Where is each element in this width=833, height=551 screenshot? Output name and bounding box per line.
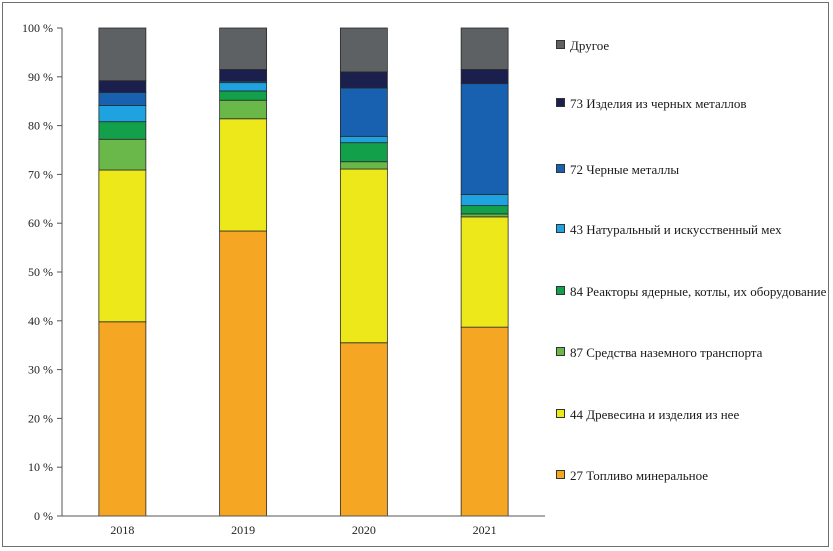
legend-label: 72 Черные металлы — [570, 162, 680, 177]
bar-segment — [339, 71, 388, 89]
legend-item: 72 Черные металлы — [556, 161, 832, 178]
bar-segment — [460, 205, 509, 215]
y-tick-label: 20 % — [28, 411, 53, 425]
y-tick-label: 30 % — [28, 363, 53, 377]
bar-segment — [98, 105, 147, 123]
bar-segment — [460, 194, 509, 207]
bar-segment — [219, 90, 268, 101]
legend-label: Другое — [570, 38, 610, 53]
bar-segment — [219, 118, 268, 232]
y-tick-label: 80 % — [28, 119, 53, 133]
bar-2021 — [460, 27, 509, 517]
bar-2019 — [219, 27, 268, 517]
bar-segment — [460, 27, 509, 70]
y-tick-label: 70 % — [28, 167, 53, 181]
x-tick-label: 2020 — [352, 523, 376, 537]
legend-item: 73 Изделия из черных металлов — [556, 95, 832, 112]
bar-segment — [339, 87, 388, 137]
legend-swatch — [556, 286, 565, 295]
bar-segment — [460, 83, 509, 195]
legend-label: 84 Реакторы ядерные, котлы, их оборудова… — [570, 284, 827, 299]
bar-segment — [339, 135, 388, 144]
bar-segment — [98, 321, 147, 517]
x-tick-label: 2018 — [110, 523, 134, 537]
legend-item: 87 Средства наземного транспорта — [556, 344, 832, 361]
bar-segment — [98, 169, 147, 323]
bar-segment — [460, 216, 509, 328]
legend-swatch — [556, 98, 565, 107]
legend-label: 43 Натуральный и искусственный мех — [570, 222, 782, 237]
legend: Другое 73 Изделия из черных металлов 72 Че… — [556, 0, 831, 551]
bar-2020 — [339, 27, 388, 517]
bar-segment — [98, 92, 147, 106]
y-axis: 0 % 10 % 20 % 30 % 40 % 50 % 60 % 70 % 80 % 90 % 1… — [22, 21, 63, 523]
bar-segment — [98, 138, 147, 171]
bar-segment — [219, 27, 268, 70]
legend-item: Другое — [556, 37, 832, 54]
y-tick-label: 60 % — [28, 216, 53, 230]
legend-swatch — [556, 470, 565, 479]
bar-segment — [219, 82, 268, 92]
y-tick-label: 90 % — [28, 70, 53, 84]
y-tick-label: 10 % — [28, 460, 53, 474]
legend-swatch — [556, 164, 565, 173]
legend-item: 44 Древесина и изделия из нее — [556, 406, 832, 423]
legend-label: 44 Древесина и изделия из нее — [570, 407, 740, 422]
bar-segment — [219, 99, 268, 120]
legend-label: 27 Топливо минеральное — [570, 468, 709, 483]
bar-segment — [98, 27, 147, 82]
bar-segment — [339, 161, 388, 170]
x-axis: 2018 2019 2020 2021 — [62, 515, 545, 537]
legend-label: 73 Изделия из черных металлов — [570, 96, 747, 111]
bar-segment — [219, 230, 268, 517]
legend-swatch — [556, 224, 565, 233]
bar-segment — [339, 168, 388, 344]
legend-swatch — [556, 409, 565, 418]
y-tick-label: 0 % — [34, 509, 53, 523]
legend-label: 87 Средства наземного транспорта — [570, 345, 763, 360]
y-tick-label: 50 % — [28, 265, 53, 279]
bar-segment — [98, 80, 147, 93]
bar-segment — [339, 27, 388, 73]
bar-segment — [460, 69, 509, 85]
bar-segment — [339, 142, 388, 163]
legend-swatch — [556, 347, 565, 356]
legend-item: 27 Топливо минеральное — [556, 467, 832, 484]
bar-segment — [460, 213, 509, 218]
x-tick-label: 2019 — [231, 523, 255, 537]
bar-segment — [98, 121, 147, 140]
bar-segment — [339, 342, 388, 517]
bar-segment — [460, 326, 509, 517]
legend-item: 43 Натуральный и искусственный мех — [556, 221, 832, 238]
y-tick-label: 40 % — [28, 314, 53, 328]
bar-2018 — [98, 27, 147, 517]
legend-item: 84 Реакторы ядерные, котлы, их оборудова… — [556, 283, 832, 300]
bars — [98, 27, 509, 517]
bar-segment — [219, 69, 268, 82]
y-tick-label: 100 % — [22, 21, 53, 35]
x-tick-label: 2021 — [473, 523, 497, 537]
legend-swatch — [556, 40, 565, 49]
